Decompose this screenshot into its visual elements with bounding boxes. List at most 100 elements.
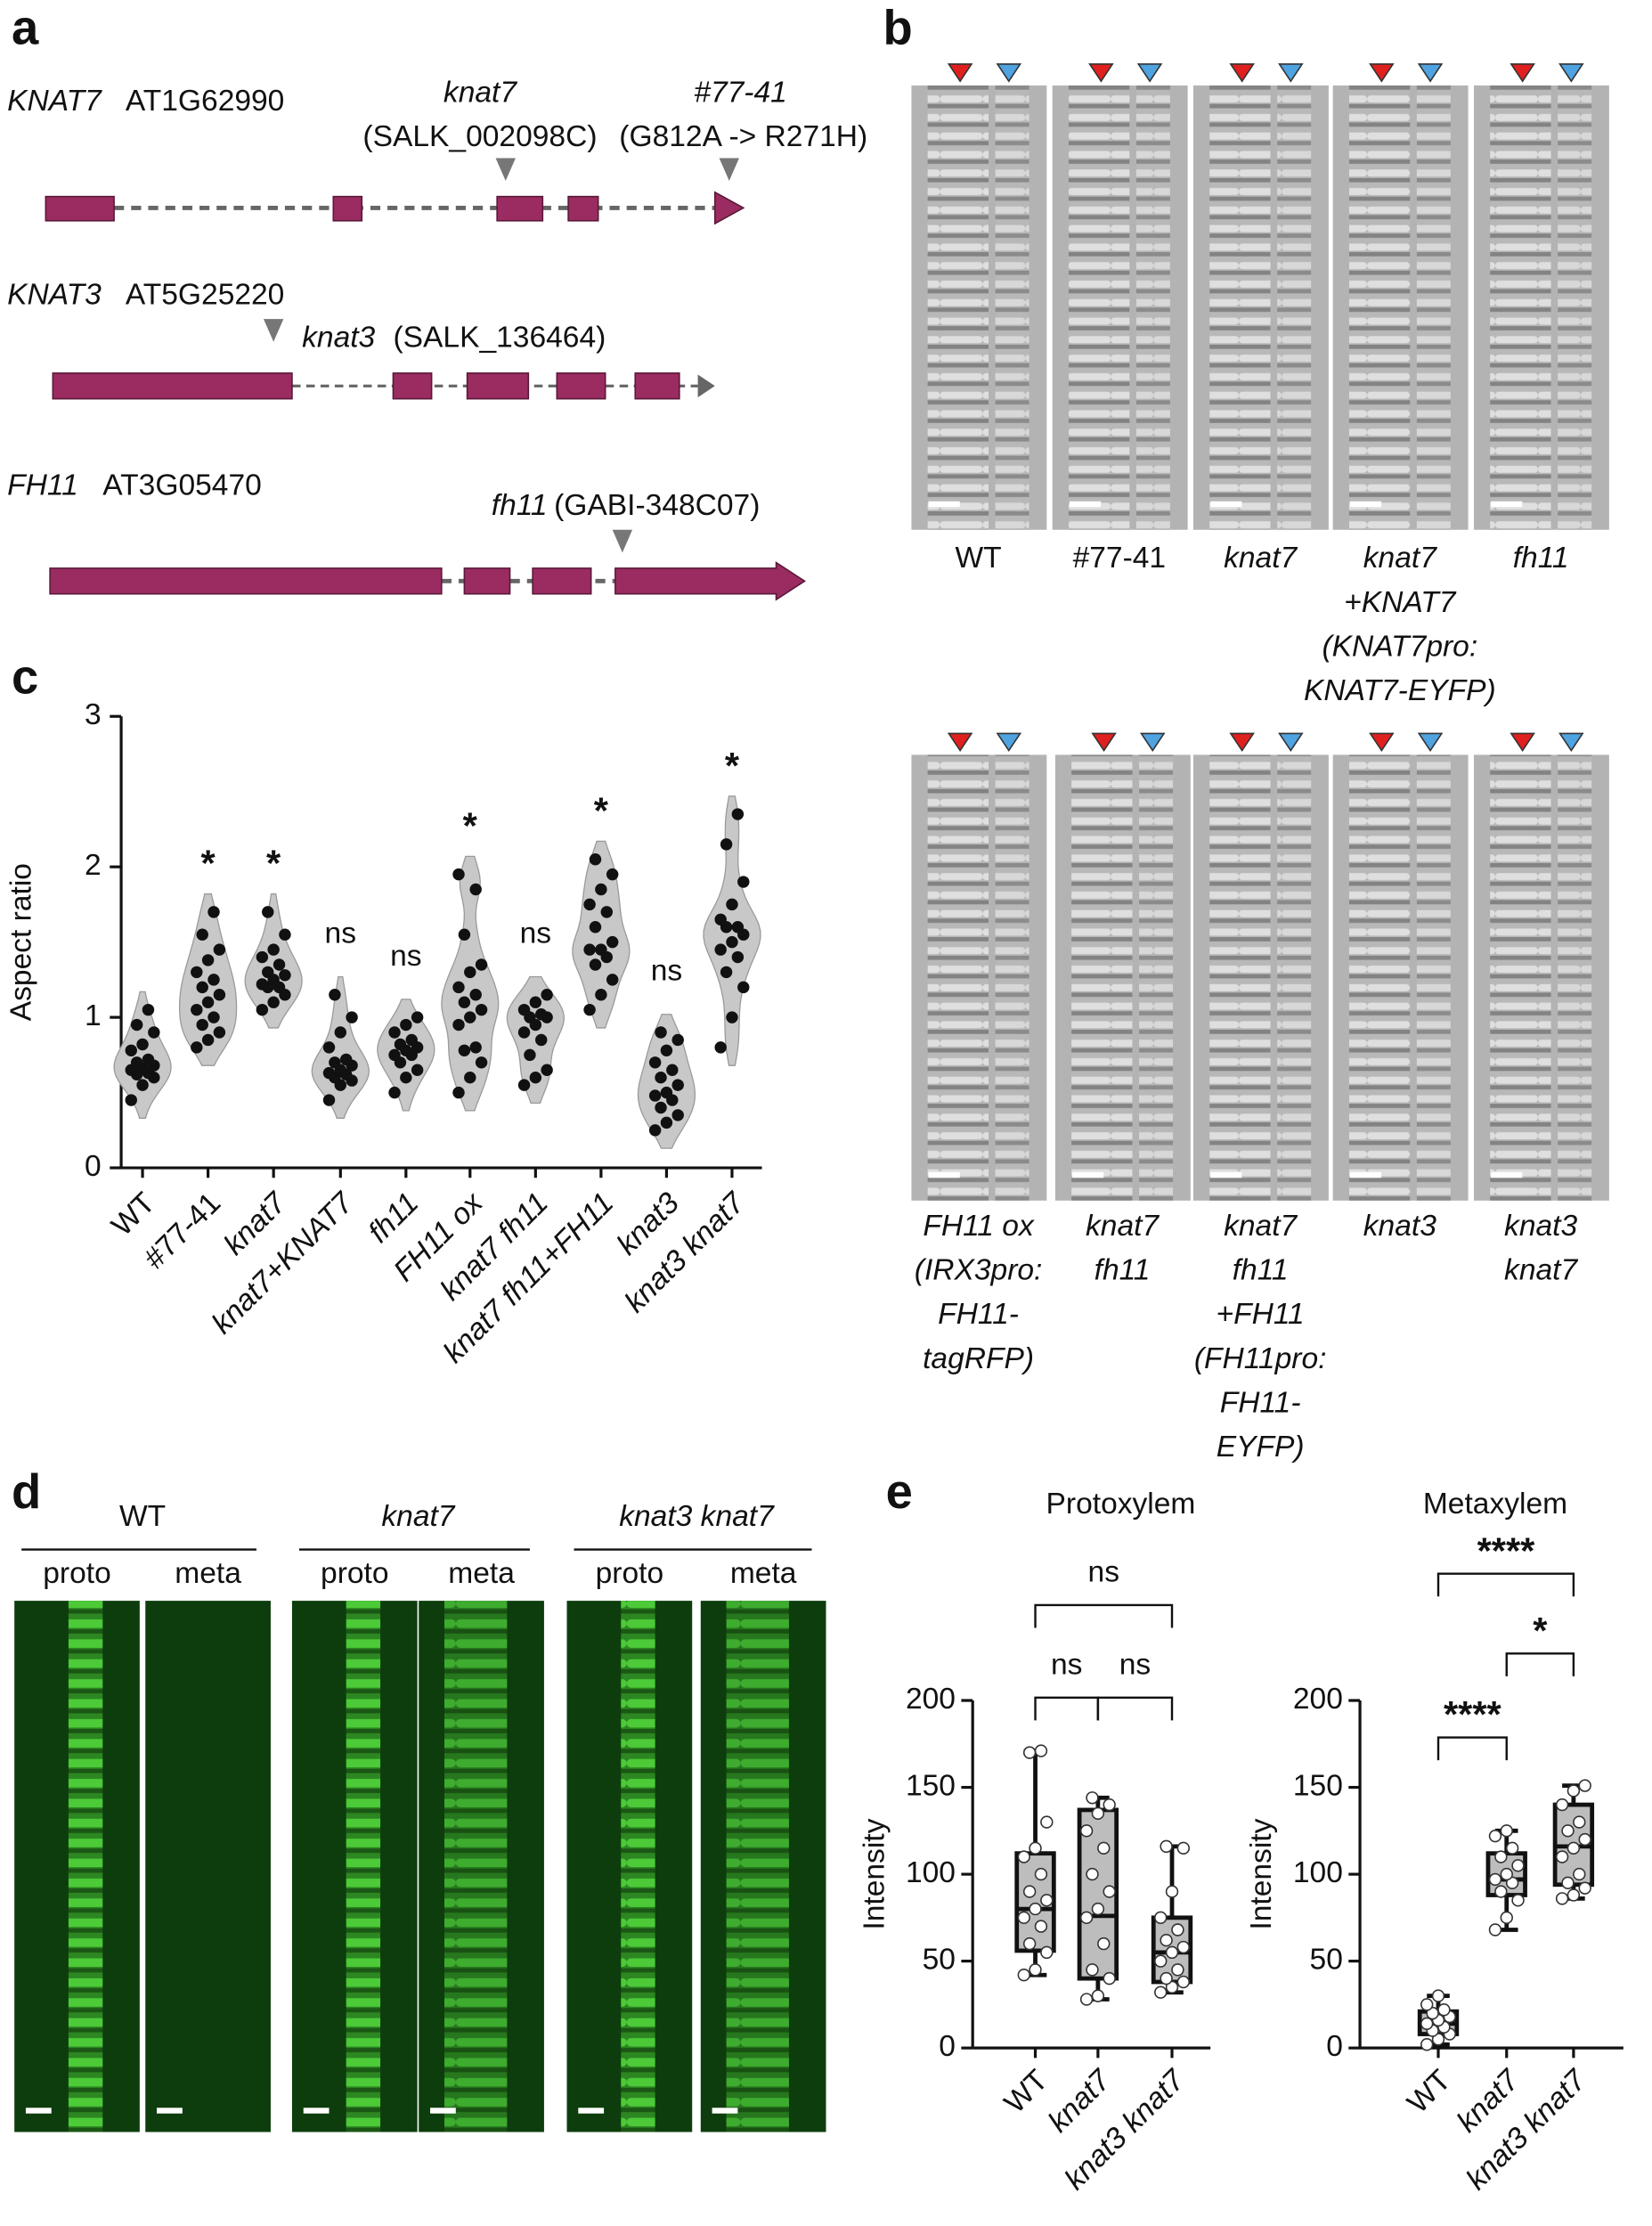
bracket — [1034, 1696, 1100, 1721]
micrograph-label: +FH11 — [1217, 1298, 1305, 1331]
gene-locus: AT5G25220 — [126, 278, 285, 311]
data-point — [1573, 1867, 1586, 1881]
data-point — [130, 1056, 143, 1069]
data-point — [1022, 1885, 1037, 1898]
panel-label: meta — [448, 1557, 515, 1590]
gene-locus: AT3G05470 — [102, 469, 262, 502]
micrograph-label: #77-41 — [1073, 542, 1167, 575]
data-point — [475, 958, 488, 971]
data-point — [1567, 1784, 1581, 1798]
data-point — [256, 1003, 269, 1016]
data-point — [1103, 1885, 1116, 1898]
data-point — [1086, 1791, 1099, 1805]
data-point — [535, 1033, 548, 1047]
y-tick-label: 2 — [85, 849, 102, 882]
data-point — [589, 853, 602, 866]
data-point — [720, 966, 733, 979]
marker-blue — [1417, 63, 1444, 83]
data-point — [130, 1018, 143, 1031]
data-point — [475, 1056, 488, 1069]
scale-bar — [1210, 501, 1242, 508]
data-point — [400, 1071, 412, 1084]
data-point — [1176, 1940, 1191, 1954]
xylem-signal — [346, 1601, 381, 2132]
data-point — [1511, 1894, 1525, 1907]
data-point — [262, 906, 274, 918]
data-point — [737, 876, 750, 888]
significance: * — [594, 790, 609, 832]
allele-detail: (GABI-348C07) — [554, 489, 760, 522]
data-point — [267, 943, 280, 956]
data-point — [213, 943, 226, 956]
marker-blue — [1136, 63, 1163, 83]
marker-red — [1088, 63, 1114, 83]
data-point — [196, 1018, 208, 1031]
scale-bar — [928, 501, 960, 508]
scale-bar — [303, 2108, 330, 2114]
significance: **** — [1444, 1693, 1502, 1735]
panel-label: proto — [43, 1557, 111, 1590]
y-tick-label: 0 — [1326, 2030, 1343, 2063]
y-tick-label: 100 — [1293, 1856, 1343, 1889]
y-tick-label: 1 — [85, 999, 102, 1032]
data-point — [1017, 1969, 1030, 1982]
y-tick-label: 50 — [923, 1943, 956, 1976]
data-point — [1086, 1963, 1099, 1977]
scale-bar — [578, 2108, 605, 2114]
data-point — [1165, 1980, 1179, 1994]
significance: * — [1533, 1610, 1548, 1651]
bracket — [1034, 1603, 1174, 1628]
data-point — [648, 1089, 662, 1102]
plots: WT #77-41 knat7 knat7 +KNAT7 (KNAT7pro: KNAT7-… — [5, 63, 1624, 2197]
data-point — [517, 1026, 531, 1039]
data-point — [452, 1086, 465, 1099]
xylem-signal — [444, 1601, 508, 2132]
data-point — [1500, 1911, 1513, 1925]
marker-red — [1229, 63, 1255, 83]
data-point — [1022, 1746, 1037, 1759]
marker-blue — [1278, 63, 1304, 83]
panel-label: meta — [175, 1557, 241, 1590]
data-point — [191, 1041, 203, 1054]
data-point — [648, 1124, 662, 1137]
exon-end — [697, 374, 715, 398]
xylem-band — [1348, 754, 1411, 1201]
exons — [45, 191, 745, 225]
data-point — [606, 868, 619, 881]
violin — [441, 855, 500, 1112]
scale-bar — [1491, 501, 1523, 508]
data-point — [142, 1003, 155, 1016]
data-point — [648, 1056, 662, 1069]
marker-blue — [996, 63, 1022, 83]
data-point — [671, 1033, 684, 1047]
data-point — [1154, 1985, 1168, 1999]
data-point — [201, 996, 215, 1008]
data-point — [595, 989, 607, 1001]
xylem-band — [1139, 754, 1174, 1201]
data-point — [1022, 1937, 1037, 1951]
data-point — [256, 950, 269, 964]
data-point — [726, 935, 738, 949]
data-point — [726, 1011, 738, 1023]
panel-label: d — [12, 1464, 41, 1519]
data-point — [1029, 1963, 1042, 1977]
micrograph-label: knat7 — [1224, 1210, 1298, 1243]
data-point — [524, 1048, 536, 1062]
xylem-signal — [68, 1601, 103, 2132]
category-label: WT — [106, 1186, 162, 1243]
allele-name: knat3 — [302, 321, 375, 354]
xylem-band — [1558, 754, 1592, 1201]
significance: ns — [1051, 1649, 1082, 1682]
micrograph-label: knat7 — [1224, 542, 1298, 575]
xylem-band — [1558, 85, 1592, 530]
data-point — [660, 1044, 673, 1056]
micrograph-label: FH11- — [1220, 1386, 1301, 1419]
allele-detail: (SALK_002098C) — [362, 120, 597, 153]
panel-label: proto — [596, 1557, 663, 1590]
data-point — [452, 868, 465, 881]
data-point — [201, 954, 215, 966]
data-point — [125, 1094, 137, 1106]
xylem-band — [995, 85, 1029, 530]
marker-red — [1369, 732, 1395, 753]
data-point — [405, 1033, 418, 1047]
